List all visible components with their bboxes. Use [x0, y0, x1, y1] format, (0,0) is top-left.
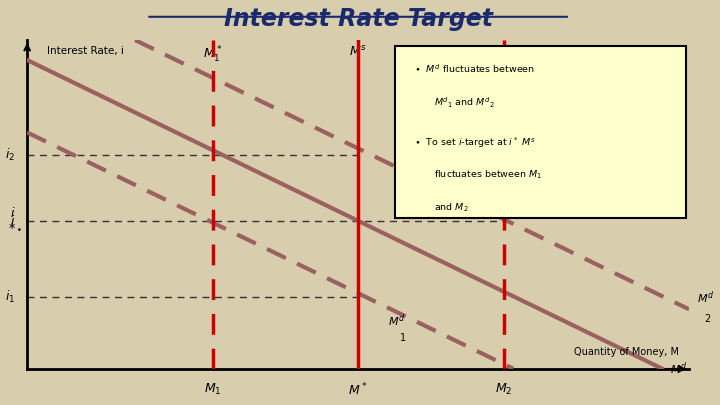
Text: $i$
*: $i$ * — [9, 207, 15, 235]
Text: Quantity of Money, M: Quantity of Money, M — [574, 347, 679, 358]
Text: $1$: $1$ — [399, 331, 406, 343]
Text: $\bullet$  $M^d$ fluctuates between: $\bullet$ $M^d$ fluctuates between — [415, 63, 536, 75]
Text: and $M_2$: and $M_2$ — [434, 201, 469, 213]
Text: •: • — [17, 226, 22, 234]
FancyBboxPatch shape — [395, 47, 685, 217]
Text: $M^d$: $M^d$ — [388, 313, 405, 329]
Text: $\bullet$  To set $i$-target at $i^*$ $M^s$: $\bullet$ To set $i$-target at $i^*$ $M^… — [415, 135, 536, 150]
Text: fluctuates between $M_1$: fluctuates between $M_1$ — [434, 168, 542, 181]
Text: $M_1^*$: $M_1^*$ — [203, 45, 222, 65]
Text: $M_1$: $M_1$ — [204, 382, 221, 397]
Text: $i$: $i$ — [10, 214, 15, 228]
Text: $2$: $2$ — [703, 312, 711, 324]
Text: $M_2^*$: $M_2^*$ — [494, 45, 513, 65]
Text: $M^d{}_1$ and $M^d{}_2$: $M^d{}_1$ and $M^d{}_2$ — [434, 96, 495, 110]
Text: $M^d$: $M^d$ — [670, 360, 688, 377]
Text: $M^d$: $M^d$ — [697, 290, 714, 306]
Text: $M^s$: $M^s$ — [349, 45, 367, 59]
Text: $i_2$: $i_2$ — [5, 147, 15, 163]
Title: Interest Rate Target: Interest Rate Target — [224, 7, 492, 31]
Text: $M_2$: $M_2$ — [495, 382, 513, 397]
Text: $M^*$: $M^*$ — [348, 382, 368, 399]
Text: $i_1$: $i_1$ — [5, 288, 15, 305]
Text: Interest Rate, i: Interest Rate, i — [47, 47, 124, 56]
